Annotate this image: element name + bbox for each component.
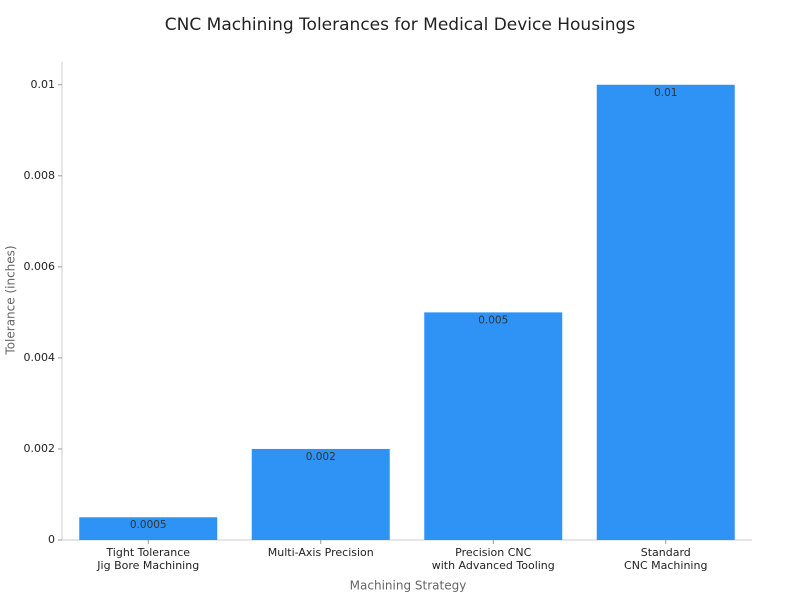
value-label: 0.002 (306, 451, 336, 463)
x-tick-label: Standard CNC Machining (624, 546, 707, 572)
y-tick-label: 0.008 (24, 169, 56, 182)
value-label: 0.01 (654, 87, 677, 99)
y-axis-label: Tolerance (inches) (4, 245, 18, 355)
value-label: 0.005 (478, 314, 508, 326)
y-tick-label: 0.006 (24, 260, 56, 273)
x-tick-label-line: Multi-Axis Precision (268, 546, 374, 559)
bar (596, 84, 735, 540)
y-tick-label: 0.004 (24, 351, 56, 364)
x-tick-label: Tight Tolerance Jig Bore Machining (96, 546, 199, 572)
x-axis-label: Machining Strategy (350, 579, 467, 593)
y-tick-label: 0 (48, 533, 55, 546)
x-tick-label-line: Standard (641, 546, 691, 559)
x-tick-label-line: Precision CNC (455, 546, 531, 559)
bar (251, 448, 390, 540)
y-tick-label: 0.002 (24, 442, 56, 455)
bar (79, 517, 218, 540)
x-tick-label-line: Jig Bore Machining (96, 559, 199, 572)
bar (424, 312, 563, 540)
x-tick-label-line: with Advanced Tooling (432, 559, 555, 572)
x-tick-label-line: Tight Tolerance (105, 546, 190, 559)
x-tick-label: Precision CNC with Advanced Tooling (432, 546, 555, 572)
x-tick-label-line: CNC Machining (624, 559, 707, 572)
y-tick-label: 0.01 (31, 78, 56, 91)
x-tick-label: Multi-Axis Precision (268, 546, 374, 559)
chart-title: CNC Machining Tolerances for Medical Dev… (165, 15, 636, 35)
value-label: 0.0005 (130, 519, 167, 531)
